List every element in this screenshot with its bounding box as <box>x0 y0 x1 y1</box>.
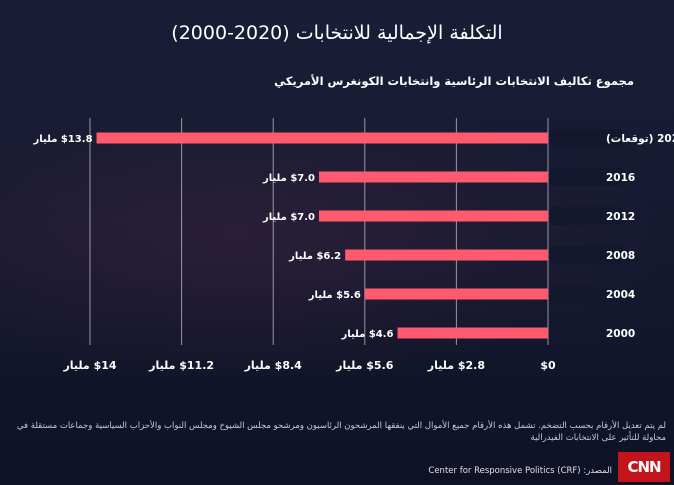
bar <box>397 327 548 339</box>
value-label: $5.6 مليار <box>308 290 361 301</box>
category-label: 2000 <box>606 328 635 340</box>
footnote: لم يتم تعديل الأرقام بحسب التضخم. تشمل ه… <box>16 421 666 443</box>
category-label: 2016 <box>606 172 635 184</box>
bar <box>345 249 548 261</box>
value-label: $13.8 مليار <box>33 134 93 145</box>
chart-subtitle: مجموع تكاليف الانتخابات الرئاسية وانتخاب… <box>274 74 634 88</box>
category-label-bg <box>550 246 622 264</box>
x-tick-label: $5.6 مليار <box>335 359 394 372</box>
category-label: 2012 <box>606 211 635 223</box>
x-tick-label: $14 مليار <box>62 359 116 372</box>
value-label: $6.2 مليار <box>288 251 341 262</box>
bar <box>319 210 548 222</box>
x-tick-label: $2.8 مليار <box>427 359 485 372</box>
bar <box>364 288 548 300</box>
category-label-bg <box>550 168 622 186</box>
x-tick-label: $11.2 مليار <box>148 359 214 372</box>
bar <box>96 132 549 144</box>
chart-title: التكلفة الإجمالية للانتخابات (2020-2000) <box>171 22 503 44</box>
bar <box>319 171 548 183</box>
x-tick-label: $0 <box>540 359 556 372</box>
value-label: $4.6 مليار <box>340 329 393 340</box>
x-tick-label: $8.4 مليار <box>244 359 303 372</box>
category-label-bg <box>550 129 622 147</box>
cnn-logo: CNN <box>618 452 670 482</box>
category-label: 2004 <box>606 289 635 301</box>
category-label: 2020 (توقعات) <box>606 133 674 145</box>
category-label-bg <box>550 324 622 342</box>
source-text: المصدر: Center for Responsive Politics (… <box>428 466 612 476</box>
value-label: $7.0 مليار <box>262 212 315 223</box>
value-label: $7.0 مليار <box>262 173 315 184</box>
category-label-bg <box>550 207 622 225</box>
category-label-bg <box>550 285 622 303</box>
category-label: 2008 <box>606 250 635 262</box>
